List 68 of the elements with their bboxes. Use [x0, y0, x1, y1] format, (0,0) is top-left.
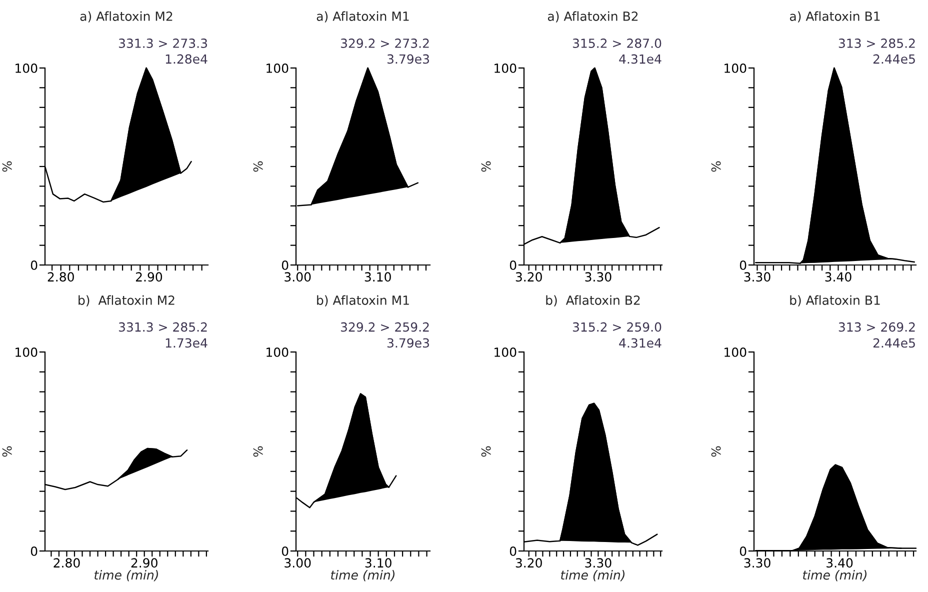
y-tick-label: 100 — [266, 347, 288, 357]
x-axis-title: time (min) — [803, 570, 866, 582]
x-axis-title: time (min) — [561, 570, 624, 582]
text: 329.2 > 259.2 — [340, 322, 429, 332]
y-axis-title: % — [711, 161, 721, 172]
y-tick-label: 0 — [282, 260, 288, 270]
x-tick-label: 2.90 — [136, 272, 162, 282]
y-axis-title: % — [481, 161, 491, 172]
chart-title: a) Aflatoxin M1 — [316, 11, 409, 22]
y-axis-title: % — [711, 446, 721, 457]
y-tick-label: 100 — [16, 347, 38, 357]
text: 331.3 > 273.3 — [118, 38, 207, 48]
x-axis-title: time (min) — [94, 570, 158, 582]
x-tick-label: 3.20 — [516, 272, 542, 282]
text: 313 > 269.2 — [838, 322, 915, 332]
y-tick-label: 0 — [510, 546, 516, 556]
chart-title: a) Aflatoxin M2 — [80, 11, 172, 22]
x-tick-label: 3.30 — [585, 272, 612, 282]
y-axis-title: % — [2, 161, 12, 172]
text: 1.73e4 — [166, 338, 208, 348]
y-tick-label: 0 — [740, 546, 746, 556]
chart-title: a) Aflatoxin B2 — [548, 11, 638, 22]
x-tick-label: 3.00 — [284, 558, 311, 568]
x-tick-label: 3.40 — [826, 558, 853, 568]
x-tick-label: 3.40 — [825, 272, 852, 282]
x-tick-label: 2.80 — [54, 558, 80, 568]
y-tick-label: 100 — [494, 63, 516, 73]
x-tick-label: 3.00 — [284, 272, 311, 282]
y-axis-title: % — [2, 446, 12, 457]
y-tick-label: 0 — [30, 546, 38, 556]
x-axis-title: time (min) — [331, 570, 394, 582]
x-tick-label: 3.20 — [516, 558, 542, 568]
x-tick-label: 2.90 — [131, 558, 158, 568]
text: 3.79e3 — [387, 338, 429, 348]
text: 315.2 > 259.0 — [572, 322, 662, 332]
x-tick-label: 3.10 — [364, 272, 391, 282]
x-tick-label: 3.10 — [365, 558, 392, 568]
y-tick-label: 0 — [740, 260, 746, 270]
chart-title: b) Aflatoxin M2 — [78, 295, 174, 306]
text: 315.2 > 287.0 — [572, 38, 662, 48]
y-axis-title: % — [253, 446, 263, 457]
text: 1.28e4 — [166, 54, 208, 64]
chart-title: b) Aflatoxin M1 — [317, 295, 409, 306]
y-axis-title: % — [481, 446, 491, 457]
text: 331.3 > 285.2 — [118, 322, 207, 332]
y-tick-label: 0 — [30, 260, 38, 270]
text: 4.31e4 — [619, 54, 662, 64]
text: 329.2 > 273.2 — [340, 38, 429, 48]
chart-title: b) Aflatoxin B2 — [546, 295, 640, 306]
x-tick-label: 3.30 — [744, 272, 770, 282]
y-tick-label: 100 — [266, 63, 288, 73]
chart-title: b) Aflatoxin B1 — [790, 295, 880, 306]
y-tick-label: 0 — [510, 260, 516, 270]
text: 2.44e5 — [873, 338, 915, 348]
text: 3.79e3 — [387, 54, 429, 64]
y-tick-label: 100 — [16, 63, 38, 73]
x-tick-label: 3.30 — [585, 558, 612, 568]
chart-title: a) Aflatoxin B1 — [790, 11, 880, 22]
x-tick-label: 3.30 — [744, 558, 770, 568]
y-axis-title: % — [253, 161, 263, 172]
y-tick-label: 100 — [724, 63, 746, 73]
text: 4.31e4 — [619, 338, 662, 348]
y-tick-label: 0 — [282, 546, 288, 556]
text: 2.44e5 — [873, 54, 915, 64]
x-tick-label: 2.80 — [48, 272, 74, 282]
text: 313 > 285.2 — [838, 38, 915, 48]
y-tick-label: 100 — [724, 347, 746, 357]
y-tick-label: 100 — [494, 347, 516, 357]
